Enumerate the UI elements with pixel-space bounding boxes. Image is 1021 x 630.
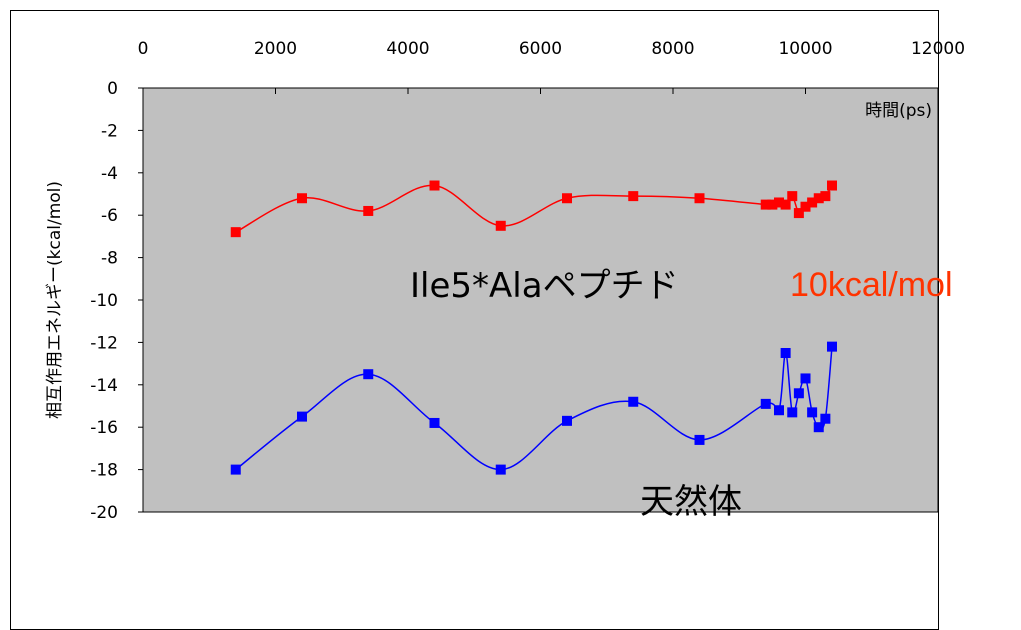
data-point [628,191,639,202]
y-tick-label: -6 [101,206,118,226]
energy-line-chart: 0 2000 4000 6000 8000 10000 12000 0 -2 -4 -6 -8 -10 -… [45,39,965,523]
data-point [813,422,824,433]
x-axis-label: 時間(ps) [865,101,932,121]
peptide-annotation: Ile5*Alaペプチド [410,266,679,306]
data-point [780,199,791,210]
y-tick-label: -2 [101,121,118,141]
data-point [774,197,784,208]
x-tick-label: 12000 [911,39,965,59]
x-tick-label: 6000 [519,39,562,59]
data-point [800,373,811,384]
y-tick-label: -4 [101,164,118,184]
data-point [495,220,506,231]
data-point [760,199,771,210]
data-point [793,208,804,219]
x-tick-label: 2000 [254,39,297,59]
data-point [297,411,307,422]
y-tick-label: -16 [90,418,118,438]
data-point [827,341,837,352]
x-tick-label: 10000 [778,39,832,59]
y-axis-label: 相互作用エネルギー(kcal/mol) [45,181,65,419]
data-point [562,193,572,204]
data-point [694,193,705,204]
y-tick-label: -20 [90,503,118,523]
data-point [363,205,374,216]
data-point [230,464,241,475]
x-tick-label: 4000 [386,39,429,59]
plot-area [142,87,939,513]
data-point [793,388,804,399]
data-point [774,405,784,416]
data-point [787,407,798,418]
y-tick-label: -14 [90,376,118,396]
y-tick-label: -10 [90,291,118,311]
difference-annotation: 10kcal/mol [790,266,953,304]
data-point [628,396,639,407]
data-point [230,227,241,238]
data-point [827,180,837,191]
data-point [562,415,572,426]
data-point [694,434,705,445]
native-annotation: 天然体 [640,482,742,522]
data-point [429,417,440,428]
data-point [807,197,818,208]
data-point [767,199,778,210]
y-tick-label: -18 [90,461,118,481]
data-point [820,191,831,202]
data-point [813,193,824,204]
x-tick-label: 0 [138,39,149,59]
y-tick-label: -12 [90,333,118,353]
data-point [760,398,771,409]
y-tick-label: -8 [101,249,118,269]
data-point [429,180,440,191]
data-point [363,369,374,380]
data-point [800,201,811,212]
data-point [787,191,798,202]
data-point [820,413,831,424]
y-tick-label: 0 [107,79,118,99]
data-point [495,464,506,475]
x-tick-label: 8000 [651,39,694,59]
data-point [780,348,791,358]
data-point [807,407,818,418]
data-point [297,193,307,204]
